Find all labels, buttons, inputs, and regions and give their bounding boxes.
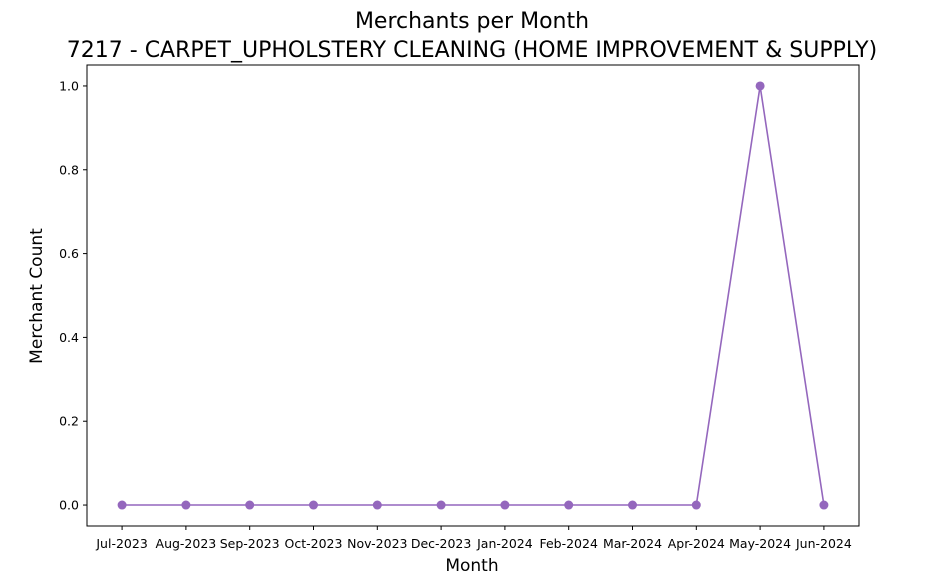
y-tick-label: 0.6 [59, 246, 79, 261]
y-tick-label: 1.0 [59, 78, 79, 93]
data-point [436, 500, 446, 510]
x-tick-label: Jul-2023 [95, 536, 147, 551]
x-axis: Jul-2023 Aug-2023 Sep-2023 Oct-2023 Nov-2023… [95, 526, 852, 551]
data-point [500, 500, 510, 510]
x-tick-label: Aug-2023 [156, 536, 217, 551]
data-point [245, 500, 255, 510]
y-axis-label: Merchant Count [27, 228, 47, 364]
data-point [372, 500, 382, 510]
x-tick-label: Jun-2024 [795, 536, 852, 551]
data-point [628, 500, 638, 510]
data-point [755, 81, 765, 91]
x-tick-label: Feb-2024 [539, 536, 598, 551]
y-tick-label: 0.8 [59, 162, 79, 177]
chart-title: Merchants per Month [355, 9, 589, 34]
y-tick-label: 0.2 [59, 414, 79, 429]
x-tick-label: Apr-2024 [668, 536, 725, 551]
x-tick-label: Dec-2023 [411, 536, 472, 551]
x-tick-label: Mar-2024 [603, 536, 662, 551]
x-tick-label: Oct-2023 [285, 536, 343, 551]
data-point [819, 500, 829, 510]
x-tick-label: Sep-2023 [220, 536, 280, 551]
y-axis: 0.0 0.2 0.4 0.6 0.8 1.0 [59, 78, 87, 513]
data-point [181, 500, 191, 510]
x-tick-label: Jan-2024 [476, 536, 533, 551]
data-point [691, 500, 701, 510]
data-point [564, 500, 574, 510]
y-tick-label: 0.0 [59, 498, 79, 513]
data-point [117, 500, 127, 510]
x-tick-label: May-2024 [729, 536, 791, 551]
plot-area [86, 64, 860, 527]
series-layer [117, 81, 829, 510]
x-tick-label: Nov-2023 [347, 536, 407, 551]
data-point [308, 500, 318, 510]
y-tick-label: 0.4 [59, 330, 79, 345]
series-line [122, 85, 825, 506]
x-axis-label: Month [445, 556, 498, 576]
chart-subtitle: 7217 - CARPET_UPHOLSTERY CLEANING (HOME … [67, 38, 877, 63]
